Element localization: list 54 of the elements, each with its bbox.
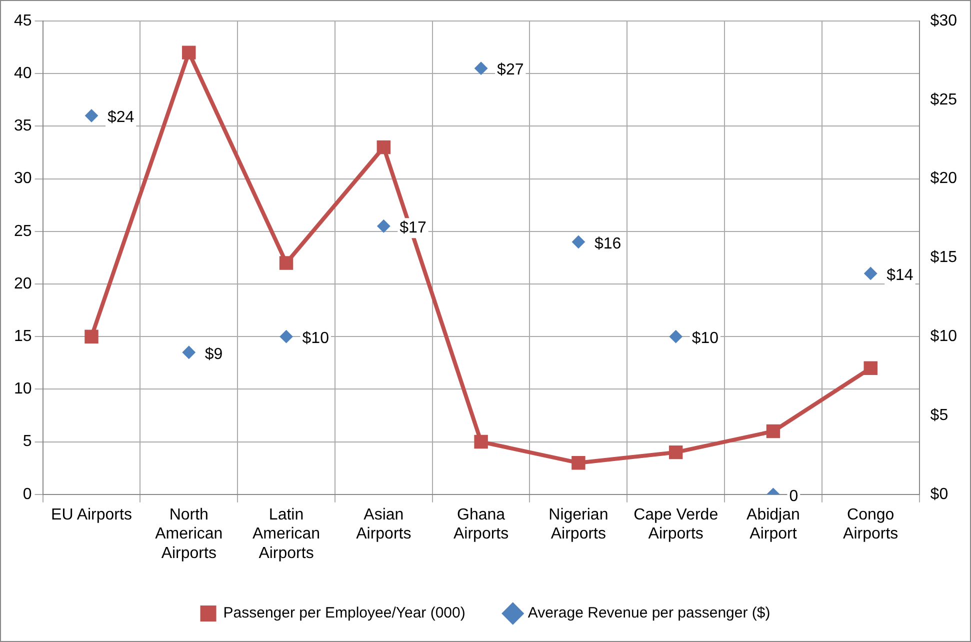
y2-tick-label: $20 (930, 170, 958, 188)
point (84, 109, 98, 122)
data-label: $24 (107, 109, 134, 126)
point (377, 220, 390, 233)
point (474, 434, 488, 449)
y2-tick-label: $25 (930, 91, 958, 108)
y2-tick-label: $30 (930, 12, 958, 30)
data-label: 0 (789, 488, 798, 505)
data-label: $17 (400, 220, 426, 237)
x-tick-label: Latin American Airports (252, 506, 320, 562)
point (669, 330, 682, 344)
y2-tick-label: $10 (930, 328, 958, 346)
y-tick-label: 25 (14, 222, 32, 240)
y-tick-label: 20 (14, 275, 32, 292)
data-label: $27 (497, 62, 524, 79)
x-tick-label: EU Airports (51, 506, 132, 524)
point (864, 361, 878, 376)
point (668, 445, 683, 460)
y-tick-label: 30 (14, 170, 32, 188)
legend-label: Average Revenue per passenger ($) (528, 604, 770, 622)
legend-label: Passenger per Employee/Year (000) (223, 604, 466, 622)
y-tick-label: 5 (22, 433, 32, 450)
point (572, 235, 585, 248)
data-label: $16 (594, 235, 622, 252)
y-tick-label: 10 (14, 380, 32, 398)
y2-tick-label: $15 (930, 249, 958, 266)
x-tick-label: Nigerian Airports (548, 506, 608, 543)
x-tick-label: Ghana Airports (453, 506, 509, 543)
point (279, 256, 294, 270)
point (280, 330, 293, 344)
data-label: $9 (204, 346, 223, 363)
y2-tick-label: $5 (930, 406, 948, 424)
y-tick-label: 45 (14, 12, 32, 30)
point (572, 456, 586, 470)
point (182, 46, 196, 60)
y-tick-label: 40 (14, 65, 32, 82)
data-label: $14 (886, 266, 914, 284)
point (182, 346, 196, 359)
x-tick-label: North American Airports (155, 506, 223, 562)
data-label: $10 (692, 330, 719, 348)
y2-tick-label: $0 (930, 486, 948, 503)
point (84, 330, 98, 344)
point (376, 140, 391, 154)
data-label: $10 (302, 330, 330, 348)
point (474, 62, 488, 75)
y-tick-label: 15 (14, 328, 32, 346)
x-tick-label: Asian Airports (356, 506, 412, 543)
point (864, 266, 878, 280)
x-tick-label: Abidjan Airport (746, 506, 800, 543)
x-tick-label: Congo Airports (843, 506, 898, 543)
y-tick-label: 0 (22, 486, 32, 503)
point (766, 424, 780, 438)
x-tick-label: Cape Verde Airports (634, 506, 718, 543)
y-tick-label: 35 (14, 118, 32, 135)
